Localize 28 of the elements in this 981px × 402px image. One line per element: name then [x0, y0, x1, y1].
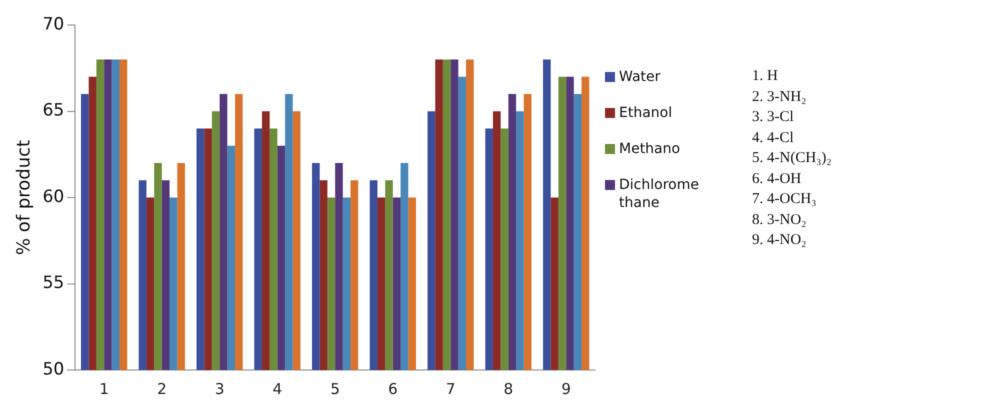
x-tick-label: 7 — [446, 380, 456, 398]
y-axis-title: % of product — [13, 140, 34, 256]
text: 2. 3-NH₂ — [752, 88, 808, 106]
x-tick-label: 9 — [561, 380, 571, 398]
x-tick-label: 1 — [99, 380, 109, 398]
x-tick-label: 6 — [388, 380, 398, 398]
y-tick-label: 65 — [42, 100, 64, 121]
y-tick-label: 60 — [42, 186, 64, 207]
text: 8. 3-NO₂ — [752, 210, 808, 230]
x-tick-label: 3 — [214, 380, 224, 398]
y-tick-label: 70 — [42, 14, 64, 34]
x-tick-label: 4 — [272, 380, 282, 398]
y-tick-label: 55 — [42, 273, 64, 294]
y-tick-label: 50 — [42, 359, 64, 380]
x-tick-label: 2 — [157, 380, 167, 398]
x-tick-label: 5 — [330, 380, 340, 398]
text: 1. H — [752, 67, 779, 86]
text: 9. 4-NO₂ — [752, 231, 808, 250]
text: 3. 3-Cl — [752, 108, 795, 127]
legend-label: Dichloromethane — [619, 176, 700, 212]
legend-label: Water — [619, 68, 662, 86]
text: 7. 4-OCH₃ — [752, 190, 818, 209]
legend-label: Methano — [619, 140, 682, 158]
text: 4. 4-Cl — [752, 128, 795, 148]
x-tick-label: 8 — [504, 380, 514, 398]
text: 6. 4-OH — [752, 170, 802, 188]
text: 5. 4-N(CH₃)₂ — [752, 149, 832, 168]
legend-label: Ethanol — [619, 104, 674, 122]
